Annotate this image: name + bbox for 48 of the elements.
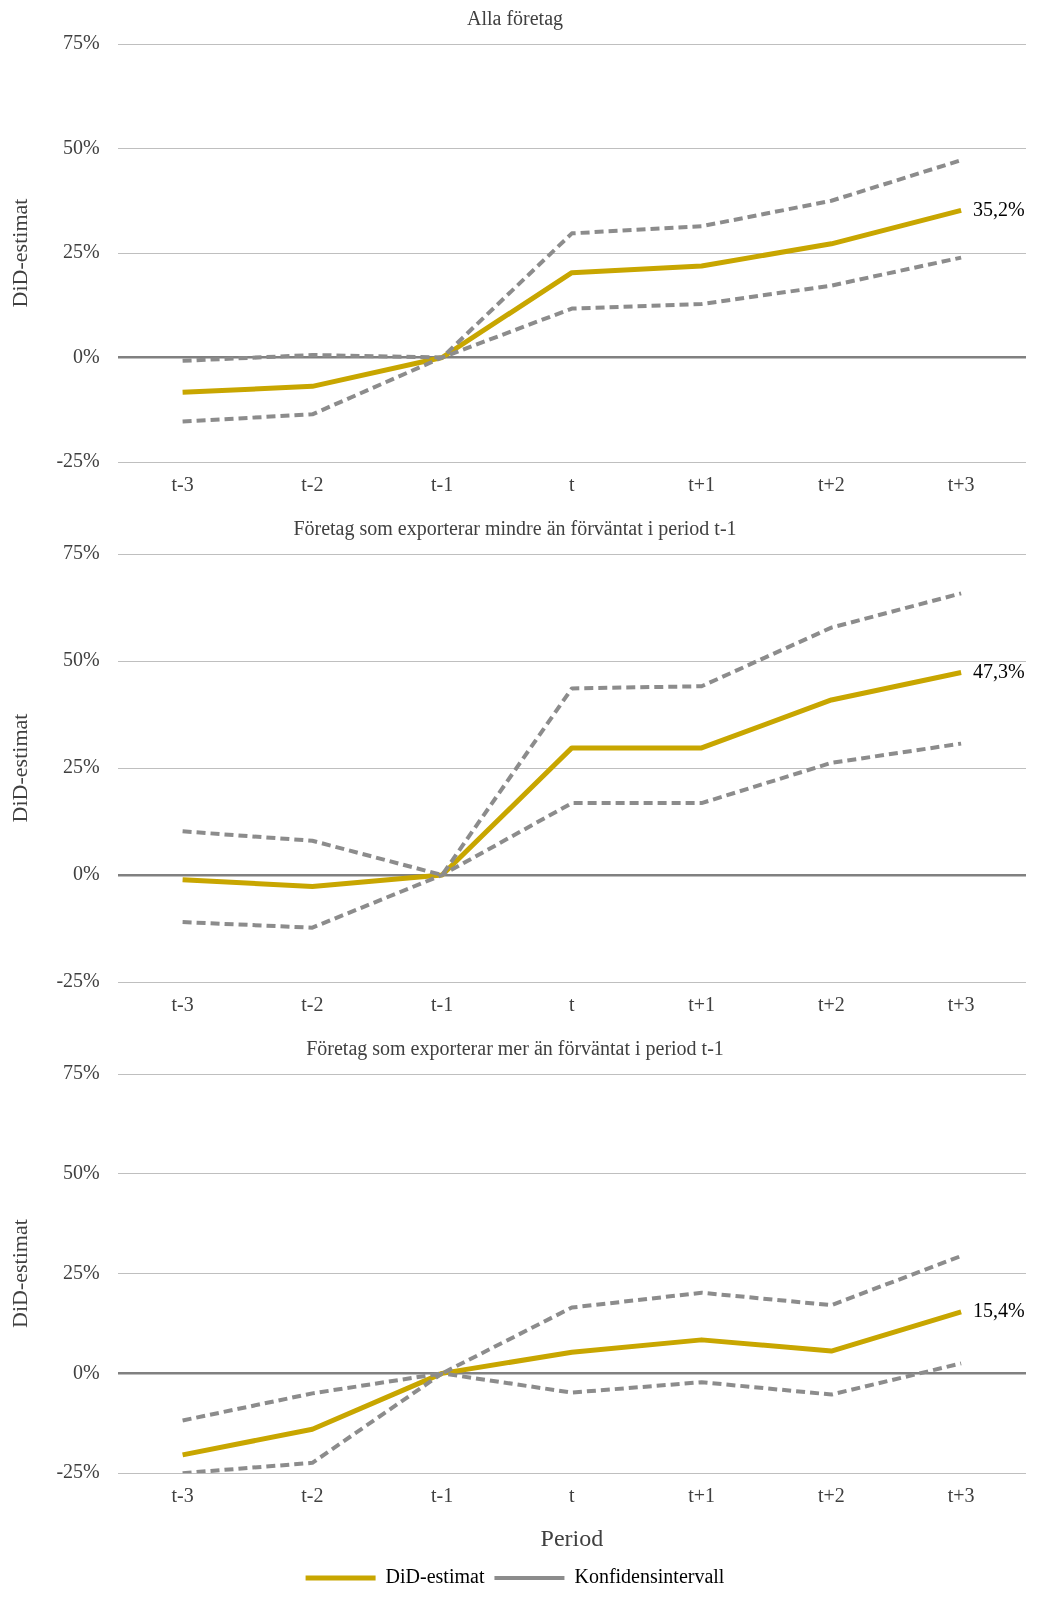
x-tick-label: t-2	[301, 1484, 324, 1507]
x-tick-label: t-1	[431, 993, 454, 1016]
y-axis-title: DiD-estimat	[6, 713, 32, 823]
x-tick-label: t+3	[947, 1484, 975, 1507]
x-tick-label: t+2	[817, 993, 845, 1016]
y-tick-label: 50%	[63, 648, 100, 671]
y-axis-title: DiD-estimat	[6, 198, 32, 308]
y-tick-label: 75%	[63, 31, 100, 54]
x-tick-label: t-2	[301, 473, 324, 496]
y-tick-label: -25%	[56, 1460, 100, 1483]
y-tick-label: -25%	[56, 969, 100, 992]
x-tick-label: t-3	[171, 993, 194, 1016]
x-tick-label: t-2	[301, 993, 324, 1016]
x-tick-label: t-3	[171, 1484, 194, 1507]
y-tick-label: 0%	[73, 862, 100, 885]
x-tick-label: t	[569, 473, 576, 496]
y-tick-label: 0%	[73, 344, 100, 367]
y-tick-label: 0%	[73, 1360, 100, 1383]
y-tick-label: 50%	[63, 135, 100, 158]
x-tick-label: t+2	[817, 473, 845, 496]
y-tick-label: 75%	[63, 1061, 100, 1084]
data-label: 15,4%	[973, 1299, 1025, 1322]
y-tick-label: -25%	[56, 449, 100, 472]
x-tick-label: t+1	[688, 993, 716, 1016]
chart-title: Företag som exporterar mindre än förväntat i period t-1	[293, 517, 737, 541]
y-tick-label: 25%	[63, 755, 100, 778]
x-tick-label: t+2	[817, 1484, 845, 1507]
x-tick-label: t+1	[688, 473, 716, 496]
x-tick-label: t-1	[431, 1484, 454, 1507]
y-tick-label: 25%	[63, 1260, 100, 1283]
y-tick-label: 75%	[63, 541, 100, 564]
chart-title: Alla företag	[466, 7, 564, 31]
x-tick-label: t+1	[688, 1484, 716, 1507]
chart-title: Företag som exporterar mer än förväntat i period t-1	[306, 1037, 724, 1061]
y-tick-label: 50%	[63, 1161, 100, 1184]
x-tick-label: t	[569, 1484, 576, 1507]
x-tick-label: t+3	[947, 473, 975, 496]
x-tick-label: t+3	[947, 993, 975, 1016]
y-axis-title: DiD-estimat	[6, 1219, 32, 1328]
data-label: 35,2%	[973, 197, 1025, 220]
legend-label: Konfidensintervall	[574, 1565, 725, 1588]
x-tick-label: t	[569, 993, 576, 1016]
legend-label: DiD-estimat	[385, 1565, 485, 1588]
x-tick-label: t-3	[171, 473, 194, 496]
x-axis-title: Period	[540, 1524, 604, 1551]
data-label: 47,3%	[973, 659, 1025, 682]
x-tick-label: t-1	[431, 473, 454, 496]
y-tick-label: 25%	[63, 240, 100, 263]
